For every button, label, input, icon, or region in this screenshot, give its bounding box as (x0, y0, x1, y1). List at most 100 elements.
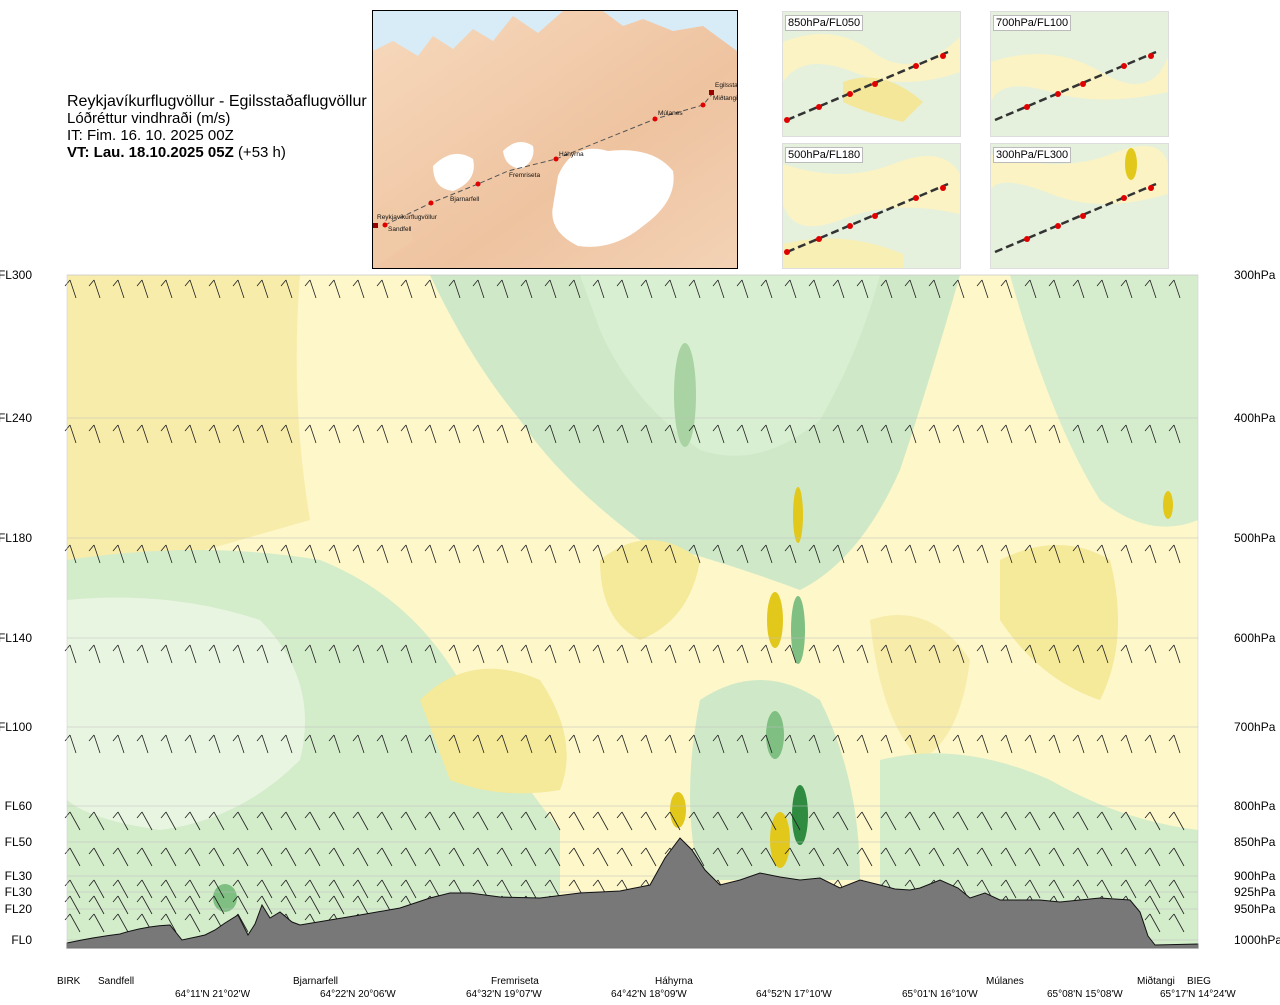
wind-barb (760, 847, 777, 867)
wind-barb (136, 895, 153, 915)
wind-barb (376, 847, 393, 867)
wind-barb (1120, 279, 1133, 299)
wind-barb (976, 424, 989, 444)
wind-barb (88, 424, 101, 444)
pressure-level-label: 700hPa (1234, 720, 1276, 734)
wind-barb (1168, 644, 1181, 664)
wind-barb (1072, 847, 1089, 867)
wind-barb (424, 279, 437, 299)
wind-barb (688, 424, 701, 444)
wind-barb (880, 544, 893, 564)
wind-barb (544, 544, 557, 564)
wind-barb (280, 847, 297, 867)
wind-barb (520, 811, 537, 831)
wind-barb (880, 644, 893, 664)
wind-barb (400, 734, 413, 754)
wind-barb (304, 279, 317, 299)
coordinate-label: 64°22'N 20°06'W (320, 989, 396, 1000)
wind-barb (784, 644, 797, 664)
wind-barb (496, 879, 513, 899)
wind-barb (520, 424, 533, 444)
wind-barb (1168, 734, 1181, 754)
updraft-region-mountain (690, 680, 860, 880)
wind-barb (952, 644, 965, 664)
wind-barb (640, 811, 657, 831)
wind-barb (1144, 811, 1161, 831)
wind-barb (352, 811, 369, 831)
flight-level-label: FL0 (11, 933, 32, 947)
thumb-500-svg (783, 144, 960, 268)
wind-barb (64, 847, 81, 867)
wind-barb (808, 811, 825, 831)
wind-barb (568, 544, 581, 564)
pressure-level-label: 300hPa (1234, 268, 1276, 282)
wind-barb (256, 847, 273, 867)
wind-barb (1096, 644, 1109, 664)
wind-barb (304, 895, 321, 915)
wind-barb (904, 734, 917, 754)
wind-barb (376, 544, 389, 564)
pressure-level-label: 400hPa (1234, 411, 1276, 425)
wind-barb (616, 544, 629, 564)
issue-time: IT: Fim. 16. 10. 2025 00Z (67, 127, 234, 144)
wind-barb (1072, 544, 1085, 564)
wind-barb (1072, 734, 1085, 754)
flight-level-label: FL180 (0, 531, 32, 545)
wind-barb (328, 847, 345, 867)
wind-barb (592, 644, 605, 664)
wind-barb (1120, 424, 1133, 444)
wind-barb (784, 847, 801, 867)
wind-barb (1024, 644, 1037, 664)
wind-barb (88, 879, 105, 899)
wind-barb (112, 644, 125, 664)
wind-barb (976, 734, 989, 754)
wind-barb (232, 895, 249, 915)
thumb-850-label: 850hPa/FL050 (785, 15, 864, 31)
wind-barb (1096, 279, 1109, 299)
wind-barb (1024, 734, 1037, 754)
wind-barb (64, 913, 81, 933)
wind-barb (1096, 734, 1109, 754)
wind-barb (1120, 544, 1133, 564)
wind-barb (64, 544, 77, 564)
wind-barb (880, 734, 893, 754)
wind-barb (928, 644, 941, 664)
wind-barb (1048, 644, 1061, 664)
flight-level-label: FL30 (5, 869, 33, 883)
downdraft-cell-2 (767, 592, 783, 648)
wind-barb (1000, 811, 1017, 831)
wind-barb (712, 734, 725, 754)
pressure-level-label: 500hPa (1234, 531, 1276, 545)
flight-level-label: FL30 (5, 885, 33, 899)
wind-barb (616, 847, 633, 867)
wind-barb (328, 895, 345, 915)
updraft-cell-low (213, 884, 237, 912)
coordinate-label: 64°42'N 18°09'W (611, 989, 687, 1000)
wind-barb (784, 811, 801, 831)
wind-barb (328, 544, 341, 564)
wind-barb (904, 279, 917, 299)
pressure-level-label: 800hPa (1234, 799, 1276, 813)
wind-barb (832, 734, 845, 754)
wind-barb (448, 847, 465, 867)
wind-barb (832, 424, 845, 444)
wind-barb (232, 544, 245, 564)
pressure-level-label: 925hPa (1234, 885, 1276, 899)
wind-barb (112, 279, 125, 299)
waypoint-label: Sandfell (98, 976, 134, 987)
downdraft-cell-3 (770, 812, 790, 868)
wind-barb (1144, 734, 1157, 754)
wind-barb (1168, 424, 1181, 444)
plot-frame (66, 274, 1199, 949)
wind-barb (400, 879, 417, 899)
updraft-region-east (1010, 275, 1198, 527)
wind-barb (640, 544, 653, 564)
downdraft-tongue-4 (1000, 545, 1118, 700)
wind-barb (1168, 879, 1185, 899)
wind-barb (760, 279, 773, 299)
thumb-300: 300hPa/FL300 (990, 143, 1169, 269)
wind-barb (256, 811, 273, 831)
wind-barb (328, 279, 341, 299)
coordinate-label: 64°32'N 19°07'W (466, 989, 542, 1000)
flight-level-label: FL20 (5, 902, 33, 916)
